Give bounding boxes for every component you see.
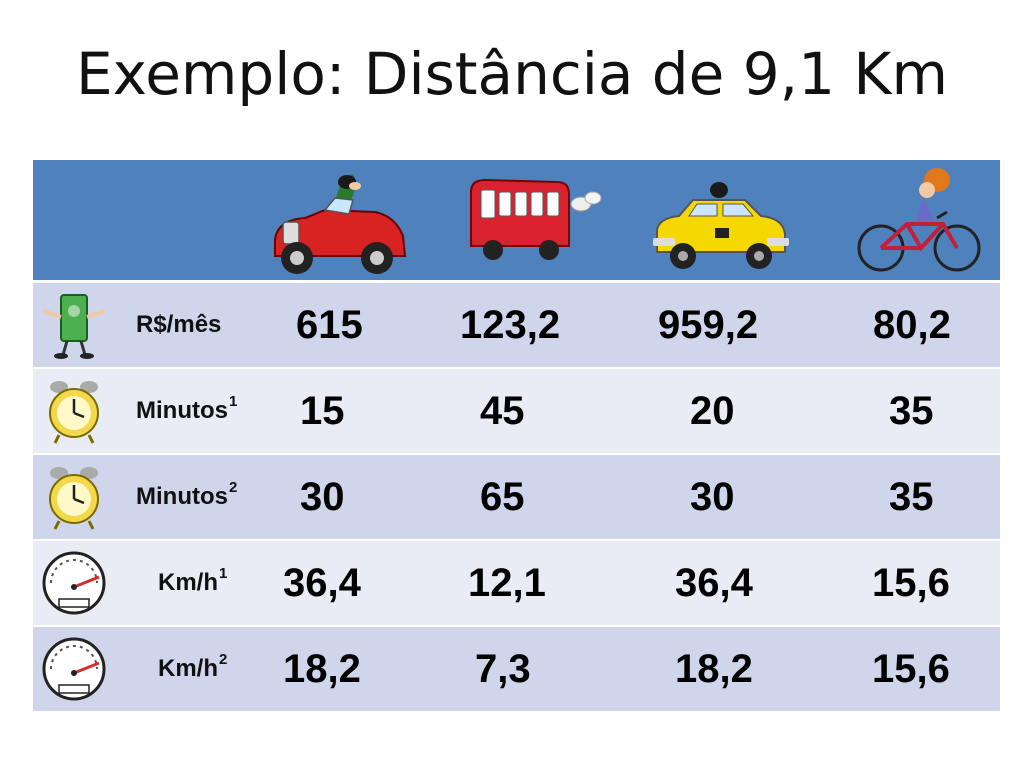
value-cell: 18,2 [675, 647, 753, 691]
value-cell: 12,1 [468, 561, 546, 605]
bus-icon [453, 160, 603, 280]
row-label: Minutos2 [136, 479, 238, 510]
taxi-icon [645, 160, 795, 280]
value-cell: 123,2 [460, 303, 561, 347]
value-cell: 35 [889, 389, 934, 433]
slide-title: Exemplo: Distância de 9,1 Km [76, 40, 948, 108]
speedometer-icon [39, 633, 109, 705]
value-cell: 30 [690, 475, 735, 519]
cartoon-car-icon [265, 160, 415, 280]
value-cell: 7,3 [475, 647, 531, 691]
alarm-clock-icon [39, 375, 109, 447]
value-cell: 615 [296, 303, 363, 347]
value-cell: 18,2 [283, 647, 361, 691]
value-cell: 36,4 [283, 561, 361, 605]
value-cell: 15 [300, 389, 345, 433]
speedometer-icon [39, 547, 109, 619]
table-row: Km/h2 18,2 7,3 18,2 15,6 [33, 627, 1000, 713]
value-cell: 36,4 [675, 561, 753, 605]
value-cell: 959,2 [658, 303, 759, 347]
value-cell: 20 [690, 389, 735, 433]
value-cell: 80,2 [873, 303, 951, 347]
row-label: R$/mês [136, 311, 222, 338]
row-label: Km/h1 [158, 565, 228, 596]
table-header-row [33, 160, 1000, 283]
value-cell: 15,6 [872, 561, 950, 605]
money-icon [39, 289, 109, 361]
alarm-clock-icon [39, 461, 109, 533]
value-cell: 65 [480, 475, 525, 519]
row-label: Minutos1 [136, 393, 238, 424]
value-cell: 35 [889, 475, 934, 519]
value-cell: 15,6 [872, 647, 950, 691]
value-cell: 30 [300, 475, 345, 519]
bicycle-icon [845, 160, 995, 280]
table-row: Minutos2 30 65 30 35 [33, 455, 1000, 541]
table-row: Minutos1 15 45 20 35 [33, 369, 1000, 455]
row-label: Km/h2 [158, 651, 228, 682]
table-row: Km/h1 36,4 12,1 36,4 15,6 [33, 541, 1000, 627]
table-row: R$/mês 615 123,2 959,2 80,2 [33, 283, 1000, 369]
value-cell: 45 [480, 389, 525, 433]
comparison-table: R$/mês 615 123,2 959,2 80,2 Minutos1 15 … [33, 160, 1000, 713]
